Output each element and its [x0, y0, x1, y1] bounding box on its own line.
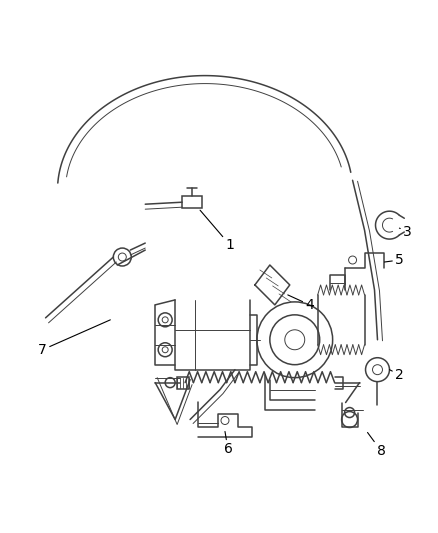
Bar	[177, 377, 189, 389]
Text: 4: 4	[287, 295, 313, 312]
Text: 5: 5	[384, 253, 403, 267]
Text: 6: 6	[223, 432, 232, 456]
Text: 2: 2	[389, 368, 403, 382]
Text: 1: 1	[200, 210, 234, 252]
Text: 3: 3	[399, 225, 411, 239]
Text: 7: 7	[38, 320, 110, 357]
Bar	[182, 196, 201, 208]
Text: 8: 8	[367, 432, 385, 458]
